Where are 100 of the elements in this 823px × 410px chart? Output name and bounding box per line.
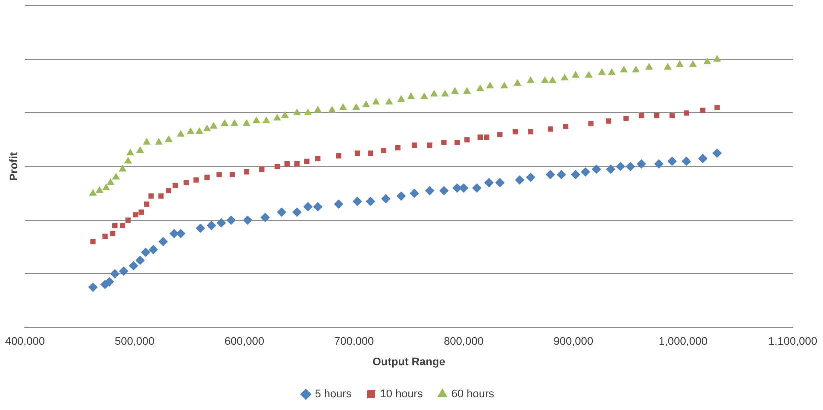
point xyxy=(440,186,449,196)
point xyxy=(366,197,376,206)
point xyxy=(382,194,391,204)
point xyxy=(676,60,684,68)
point xyxy=(292,208,302,217)
point xyxy=(354,150,360,156)
point xyxy=(196,224,206,233)
point xyxy=(515,176,524,185)
point xyxy=(430,90,438,97)
point xyxy=(546,170,556,180)
point xyxy=(315,156,321,162)
point xyxy=(184,180,190,186)
point xyxy=(262,117,270,124)
point xyxy=(682,156,692,166)
point xyxy=(410,189,420,198)
point xyxy=(372,98,380,105)
point xyxy=(336,153,342,159)
point xyxy=(425,186,434,196)
point xyxy=(158,194,164,199)
point xyxy=(230,172,236,178)
point xyxy=(102,184,110,190)
point xyxy=(102,234,108,240)
point xyxy=(194,178,199,183)
point xyxy=(340,104,347,110)
point xyxy=(484,134,490,140)
point xyxy=(381,148,386,154)
point xyxy=(626,162,636,172)
point xyxy=(231,120,238,126)
point xyxy=(144,202,150,207)
point xyxy=(452,88,459,94)
point xyxy=(304,109,312,116)
point xyxy=(526,173,536,182)
point xyxy=(442,140,447,146)
point xyxy=(464,137,470,143)
point xyxy=(646,64,653,70)
point xyxy=(177,130,184,137)
point xyxy=(486,82,494,89)
point xyxy=(110,231,116,236)
point xyxy=(472,184,482,193)
point xyxy=(112,223,118,228)
point xyxy=(107,178,114,186)
point xyxy=(210,122,218,129)
legend-label: 5 hours xyxy=(315,388,352,401)
point xyxy=(572,72,580,78)
point xyxy=(126,218,131,224)
point xyxy=(368,150,374,156)
point xyxy=(90,190,97,196)
point xyxy=(136,256,145,266)
point xyxy=(260,166,265,172)
point xyxy=(690,60,697,68)
point xyxy=(226,216,236,225)
point xyxy=(196,128,204,134)
point xyxy=(216,172,222,178)
point xyxy=(498,132,503,138)
point xyxy=(133,212,139,218)
point xyxy=(464,88,471,94)
legend-label: 60 hours xyxy=(452,388,495,401)
point xyxy=(684,110,690,116)
legend-label: 10 hours xyxy=(380,388,424,401)
x-tick-label: 800,000 xyxy=(444,336,484,348)
x-tick-label: 700,000 xyxy=(334,336,374,348)
point xyxy=(427,142,433,148)
point xyxy=(284,162,290,167)
point xyxy=(120,223,126,228)
point xyxy=(598,69,606,76)
point xyxy=(136,146,144,153)
point xyxy=(314,202,323,212)
point xyxy=(668,156,677,166)
point xyxy=(606,164,616,174)
point xyxy=(454,140,460,146)
point xyxy=(571,170,580,180)
point xyxy=(542,77,549,84)
point xyxy=(452,184,462,193)
point xyxy=(126,149,134,156)
point xyxy=(243,216,252,225)
x-tick-label: 600,000 xyxy=(224,336,264,348)
point xyxy=(141,248,150,258)
point xyxy=(90,239,96,244)
point xyxy=(187,128,194,134)
point xyxy=(170,229,179,238)
point xyxy=(155,138,163,145)
point xyxy=(704,58,711,65)
point xyxy=(304,202,313,212)
point xyxy=(260,213,270,222)
point xyxy=(478,134,484,140)
x-axis-title: Output Range xyxy=(372,356,446,368)
point xyxy=(221,120,228,126)
x-tick-label: 1,100,000 xyxy=(768,336,818,348)
point xyxy=(698,154,708,164)
point xyxy=(282,112,289,118)
point xyxy=(105,278,114,287)
x-tick-label: 400,000 xyxy=(5,336,46,348)
point xyxy=(484,178,494,188)
point xyxy=(148,194,154,199)
point xyxy=(714,105,720,110)
point xyxy=(129,261,138,270)
point xyxy=(396,192,406,201)
point xyxy=(637,160,646,169)
point xyxy=(624,116,629,122)
point xyxy=(243,120,250,126)
